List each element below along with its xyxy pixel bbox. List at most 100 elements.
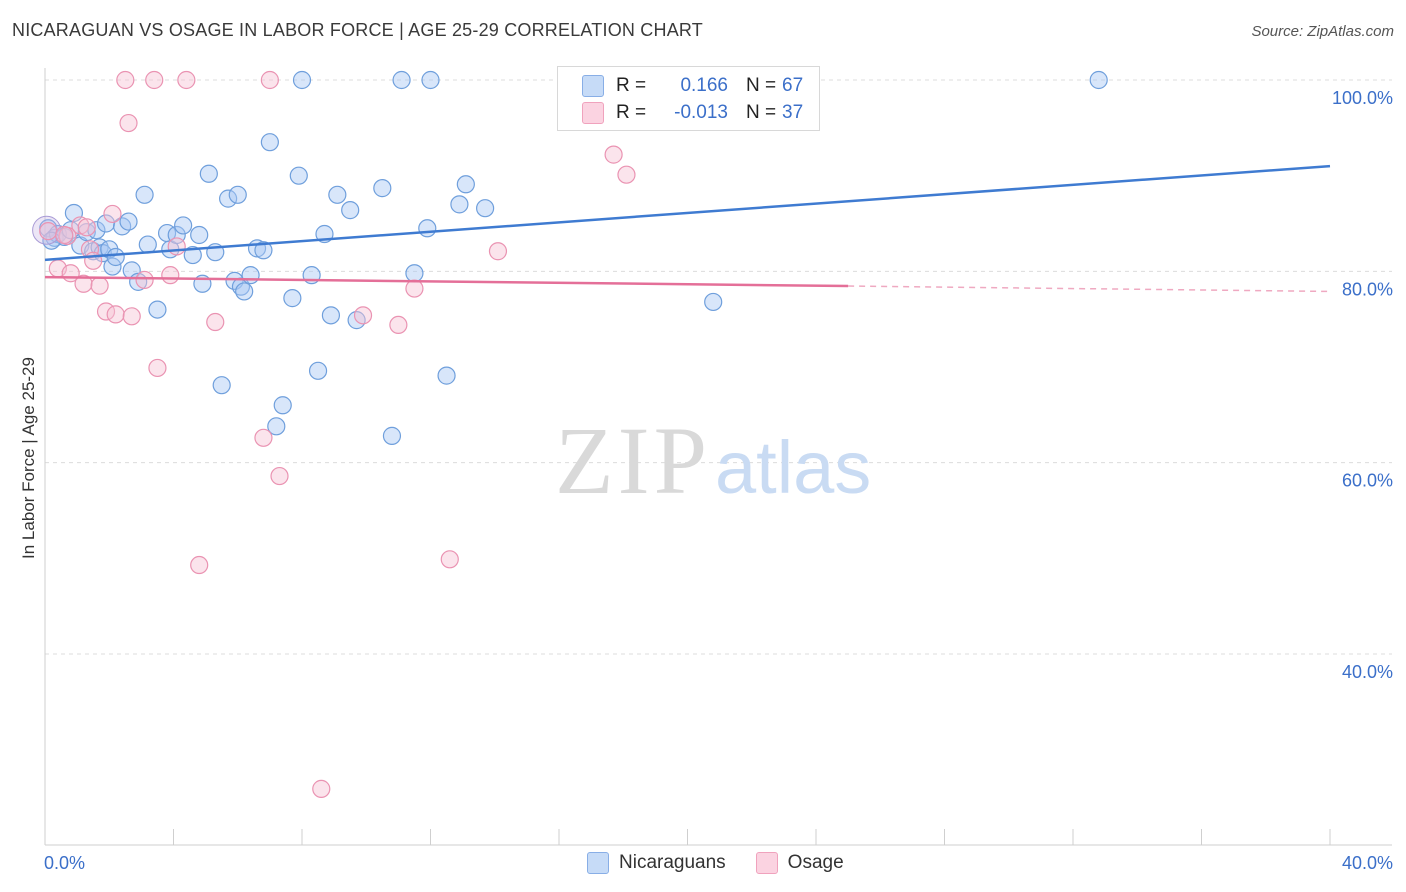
point-osage: [90, 276, 109, 295]
point-nicaraguans: [704, 292, 723, 312]
point-nicaraguans: [437, 366, 456, 385]
point-osage: [145, 70, 164, 90]
point-osage: [389, 315, 408, 335]
legend-item-nicaraguans: Nicaraguans: [587, 852, 726, 874]
point-nicaraguans: [106, 247, 125, 267]
point-nicaraguans: [267, 417, 286, 436]
y-tick-label: 80.0%: [1342, 279, 1393, 299]
point-nicaraguans: [254, 241, 273, 260]
y-axis-title: In Labor Force | Age 25-29: [19, 357, 38, 559]
legend-r-value: 0.166: [680, 75, 728, 96]
point-nicaraguans: [456, 175, 475, 194]
series-legend: Nicaraguans Osage: [587, 852, 874, 874]
watermark-zip: ZIP: [555, 407, 711, 514]
point-nicaraguans: [138, 235, 157, 254]
legend-label-osage: Osage: [787, 852, 844, 873]
tick-labels: 100.0% 80.0% 60.0% 40.0% 0.0% 40.0%: [44, 88, 1393, 873]
point-osage: [103, 204, 122, 224]
point-osage: [488, 242, 508, 261]
point-nicaraguans: [1089, 70, 1108, 90]
legend-label-nicaraguans: Nicaraguans: [619, 852, 726, 873]
y-tick-label: 40.0%: [1342, 662, 1393, 682]
point-osage: [122, 307, 141, 326]
point-nicaraguans: [392, 70, 411, 90]
trend-line-osage-extension: [848, 285, 1331, 293]
point-osage: [148, 358, 167, 378]
point-osage: [55, 225, 74, 245]
legend-swatch-nicaraguans: [587, 852, 609, 874]
source-label: Source: ZipAtlas.com: [1251, 23, 1394, 40]
legend-r-label: R =: [616, 75, 647, 96]
point-nicaraguans: [228, 185, 247, 204]
point-nicaraguans: [476, 199, 495, 218]
point-nicaraguans: [235, 282, 254, 301]
point-osage: [39, 222, 58, 241]
point-nicaraguans: [328, 185, 347, 204]
point-osage: [167, 237, 186, 256]
point-nicaraguans: [199, 164, 218, 183]
point-nicaraguans: [135, 185, 154, 204]
trend-lines: [44, 164, 1331, 293]
legend-r-label: R =: [616, 102, 647, 123]
point-osage: [74, 274, 93, 293]
point-nicaraguans: [283, 289, 302, 308]
point-osage: [440, 550, 459, 569]
point-nicaraguans: [421, 70, 440, 90]
point-nicaraguans: [148, 300, 167, 319]
watermark: ZIP atlas: [555, 407, 871, 514]
legend-n-label: N =: [746, 75, 777, 96]
point-osage: [77, 218, 96, 237]
point-osage: [312, 779, 331, 798]
point-osage: [604, 145, 623, 164]
legend-item-osage: Osage: [755, 852, 844, 874]
point-nicaraguans: [289, 166, 308, 185]
point-nicaraguans: [119, 212, 138, 231]
point-nicaraguans: [292, 70, 312, 90]
legend-swatch-osage: [755, 852, 778, 874]
legend-n-value: 37: [782, 102, 804, 123]
point-osage: [270, 466, 289, 486]
point-nicaraguans: [273, 396, 292, 415]
point-osage: [119, 113, 138, 133]
watermark-atlas: atlas: [715, 426, 871, 509]
point-nicaraguans: [241, 266, 260, 285]
point-osage: [116, 70, 135, 90]
point-nicaraguans: [219, 189, 238, 208]
point-nicaraguans: [260, 133, 279, 152]
point-nicaraguans: [190, 225, 209, 245]
point-nicaraguans: [450, 195, 469, 214]
chart-title: NICARAGUAN VS OSAGE IN LABOR FORCE | AGE…: [12, 20, 703, 40]
point-nicaraguans: [212, 376, 231, 395]
y-tick-label: 100.0%: [1332, 88, 1393, 108]
correlation-legend: R = 0.166 N = 67 R = -0.013 N = 37: [557, 66, 820, 131]
axes: [44, 68, 1392, 846]
point-osage: [71, 216, 90, 235]
point-osage: [80, 240, 100, 259]
point-nicaraguans: [405, 264, 424, 283]
point-nicaraguans: [103, 257, 122, 276]
point-osage: [260, 70, 279, 90]
legend-n-label: N =: [746, 102, 777, 123]
point-osage: [106, 305, 125, 324]
legend-row-osage: R = -0.013 N = 37: [582, 101, 803, 125]
legend-r-value: -0.013: [674, 102, 728, 123]
point-osage: [353, 306, 373, 325]
trend-line-nicaraguans: [44, 164, 1331, 262]
legend-swatch-nicaraguans: [582, 75, 604, 97]
point-osage: [206, 312, 225, 332]
gridlines: [45, 79, 1392, 655]
point-osage: [190, 555, 209, 575]
point-osage: [135, 270, 154, 290]
point-osage: [254, 428, 273, 447]
point-nicaraguans: [183, 245, 202, 265]
point-osage: [177, 70, 196, 90]
point-nicaraguans: [418, 219, 437, 238]
legend-row-nicaraguans: R = 0.166 N = 67: [582, 74, 803, 98]
trend-line-osage: [44, 275, 849, 288]
point-nicaraguans: [174, 216, 193, 235]
point-nicaraguans: [341, 201, 360, 220]
point-nicaraguans: [321, 306, 341, 325]
point-osage: [617, 165, 636, 184]
legend-n-value: 67: [782, 75, 804, 96]
